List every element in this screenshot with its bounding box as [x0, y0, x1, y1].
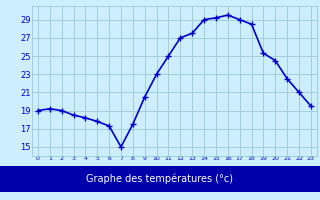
- Text: Graphe des températures (°c): Graphe des températures (°c): [86, 174, 234, 184]
